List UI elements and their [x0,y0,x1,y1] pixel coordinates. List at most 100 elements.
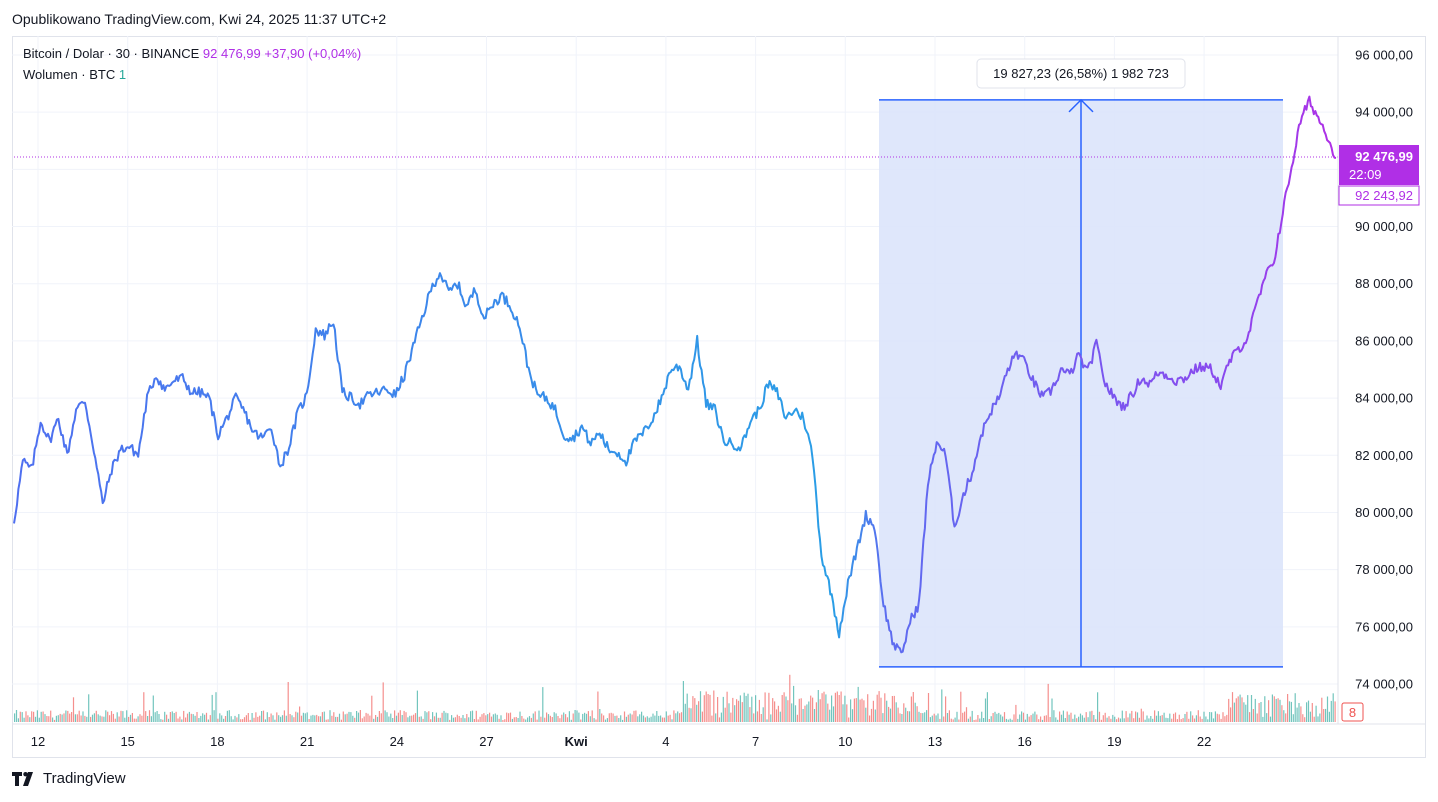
volume-bar [960,691,962,722]
volume-bar [179,716,181,722]
volume-bar [1036,714,1038,722]
volume-bar [15,710,18,722]
volume-bar [1040,716,1042,722]
volume-bar [82,711,84,722]
volume-bar [1017,718,1019,722]
volume-bar [1281,705,1283,722]
volume-bar [481,714,483,722]
volume-bar [40,711,42,722]
chart-frame[interactable] [12,36,1426,758]
volume-bar [1186,711,1188,722]
price-tick-label: 82 000,00 [1355,448,1413,463]
volume-bar [732,697,734,722]
volume-legend[interactable]: Wolumen · BTC 1 [23,67,126,82]
volume-bar [95,710,97,722]
volume-bar [686,693,688,722]
price-axis[interactable]: 96 000,00 94 000,00 90 000,00 88 000,00 86 0… [1338,48,1420,722]
volume-bar [745,695,747,722]
volume-bar [194,715,196,722]
volume-bar [595,719,597,722]
volume-bar [1076,718,1078,722]
tradingview-logo[interactable]: TradingView [12,770,126,787]
volume-bar [190,713,192,722]
volume-bar [270,713,272,722]
volume-bar [411,715,413,722]
volume-bar [496,714,498,722]
volume-label: Wolumen · BTC [23,67,116,82]
volume-bar [257,716,259,722]
volume-bar [1258,703,1260,722]
volume-bar [530,717,532,722]
footer-brand: TradingView [43,770,126,787]
price-tick-label: 74 000,00 [1355,677,1413,692]
volume-bar [800,698,802,722]
volume-bar [1093,715,1095,722]
volume-bar [977,715,979,722]
volume-bar [1182,718,1184,722]
volume-bar [1121,710,1123,722]
volume-bar [907,711,909,722]
volume-bar [1192,715,1194,722]
volume-bar [365,712,367,722]
volume-bar [540,716,542,722]
volume-bar [291,715,293,722]
volume-bar [872,700,874,722]
volume-bar [857,686,859,722]
volume-bar [498,718,500,722]
volume-bar [38,717,40,722]
volume-bar [209,715,211,722]
volume-bar [318,716,320,722]
volume-bar [344,714,346,722]
volume-bar [566,717,569,722]
volume-bar [147,716,149,722]
volume-bar [350,712,352,722]
volume-bar [1294,693,1296,722]
price-tick-label: 84 000,00 [1355,391,1413,406]
volume-bar [236,717,238,722]
volume-bar [1108,716,1110,722]
volume-bar [513,717,515,722]
volume-bar [924,712,926,722]
volume-bar [19,711,21,722]
volume-bar [848,717,850,722]
volume-bar [407,717,409,722]
volume-bar [487,714,489,722]
volume-bar [1211,712,1213,722]
volume-bar [806,704,808,722]
volume-bar [71,712,73,722]
volume-bar [1064,718,1066,722]
volume-bar [711,715,713,722]
volume-bar [1104,712,1106,722]
volume-bar [264,719,266,722]
volume-bar [1146,715,1148,722]
symbol-legend[interactable]: Bitcoin / Dolar · 30 · BINANCE 92 476,99… [23,46,361,61]
volume-bar [713,690,715,722]
volume-bar [519,711,521,722]
volume-bar [1041,719,1044,722]
volume-bar [1266,713,1268,722]
volume-bar [373,718,375,722]
volume-bar [238,714,240,722]
volume-bar [869,715,871,722]
volume-bar [593,718,595,722]
volume-bar [253,717,255,722]
volume-bar [44,714,46,722]
volume-bar [143,692,145,722]
volume-bar [979,718,981,722]
volume-bar [901,714,903,722]
volume-bar [443,710,445,722]
measure-tool[interactable]: 19 827,23 (26,58%) 1 982 723 [879,58,1283,668]
volume-bar [589,716,591,722]
volume-bar [1144,719,1146,722]
volume-bar [684,703,686,722]
volume-bar [148,710,151,722]
volume-bar [1150,716,1152,722]
volume-bar [867,694,869,722]
volume-bar [623,711,626,722]
volume-bar [861,698,863,722]
volume-bar [221,715,223,722]
time-axis[interactable]: 12 15 18 21 24 27 Kwi 4 7 10 13 16 19 22 [31,734,1212,749]
volume-bar [186,713,189,722]
volume-bar [1256,713,1258,722]
